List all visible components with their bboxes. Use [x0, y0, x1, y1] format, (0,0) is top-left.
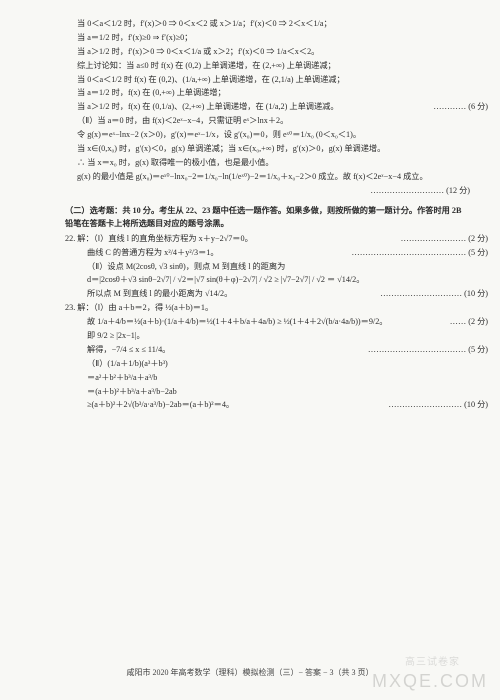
text: ≥(a＋b)²＋2√(b³/a·a³/b)−2ab＝(a＋b)²＝4。: [87, 400, 234, 409]
line: 当 x∈(0,x₀) 时，g′(x)＜0，g(x) 单调递减；当 x∈(x₀,+…: [65, 143, 470, 156]
line: 所以点 M 到直线 l 的最小距离为 √14/2。 ………………………… (10…: [65, 288, 470, 301]
watermark-text: 高三试卷家: [405, 653, 460, 668]
line: （Ⅱ）设点 M(2cosθ, √3 sinθ)，则点 M 到直线 l 的距离为: [65, 261, 470, 274]
watermark-url: MXQE.COM: [372, 671, 488, 692]
line: 令 g(x)＝eˣ−lnx−2 (x＞0)，g′(x)＝eˣ−1/x，设 g′(…: [65, 129, 470, 142]
q23-line: 23. 解：（Ⅰ）由 a＋b＝2，得 ½(a＋b)＝1。: [65, 302, 470, 315]
line: 当 0＜a＜1/2 时 f(x) 在 (0,2)、(1/a,+∞) 上单调递增，…: [65, 74, 470, 87]
line: 当 a＝1/2 时，f′(x)≥0 ⇒ f′(x)≥0；: [65, 32, 470, 45]
formula-line: 故 1/a＋4/b＝½(a＋b)·(1/a＋4/b)＝½(1＋4＋b/a＋4a/…: [65, 316, 470, 329]
score-line: ……………………… (12 分): [65, 185, 470, 198]
line: g(x) 的最小值是 g(x₀)＝eˣ⁰−lnx₀−2＝1/x₀−ln(1/eˣ…: [65, 171, 470, 184]
line: 即 9/2 ≥ |2x−1|。: [65, 330, 470, 343]
text: 22. 解：（Ⅰ）直线 l 的直角坐标方程为 x＋y−2√7＝0。: [65, 234, 253, 243]
score-mark: …… (2 分): [450, 316, 488, 329]
text: 所以点 M 到直线 l 的最小距离为 √14/2。: [87, 289, 232, 298]
line: ＝a²＋b²＋b³/a＋a³/b: [65, 372, 470, 385]
text: 当 a＞1/2 时，f(x) 在 (0,1/a)、(2,+∞) 上单调递增，在 …: [77, 102, 339, 111]
score-mark: ………… (6 分): [433, 101, 488, 114]
score-mark: …………………………………… (5 分): [352, 247, 488, 260]
line: ＝(a＋b)²＋b³/a＋a³/b−2ab: [65, 386, 470, 399]
line: 当 0＜a＜1/2 时，f′(x)＞0 ⇒ 0＜x＜2 或 x＞1/a；f′(x…: [65, 18, 470, 31]
score-mark: ………………………… (10 分): [380, 288, 488, 301]
text: 故 1/a＋4/b＝½(a＋b)·(1/a＋4/b)＝½(1＋4＋b/a＋4a/…: [87, 317, 388, 326]
line: 综上讨论知：当 a≤0 时 f(x) 在 (0,2) 上单调递增，在 (2,+∞…: [65, 60, 470, 73]
score-mark: …………………… (2 分): [401, 233, 488, 246]
text: 曲线 C 的普通方程为 x²/4＋y²/3＝1。: [87, 248, 219, 257]
text: 解得，−7/4 ≤ x ≤ 11/4。: [87, 345, 170, 354]
q22-line: 22. 解：（Ⅰ）直线 l 的直角坐标方程为 x＋y−2√7＝0。 …………………: [65, 233, 470, 246]
line: 曲线 C 的普通方程为 x²/4＋y²/3＝1。 …………………………………… …: [65, 247, 470, 260]
formula-line: d＝|2cosθ＋√3 sinθ−2√7| / √2＝|√7 sin(θ＋φ)−…: [65, 274, 470, 287]
score-mark: ……………………………… (5 分): [368, 344, 488, 357]
line: （Ⅱ）当 a＝0 时，由 f(x)＜2eˣ−x−4，只需证明 eˣ＞lnx＋2。: [65, 115, 470, 128]
line: ≥(a＋b)²＋2√(b³/a·a³/b)−2ab＝(a＋b)²＝4。 ……………: [65, 399, 470, 412]
score-mark: ……………………… (10 分): [388, 399, 488, 412]
line: ∴ 当 x＝x₀ 时，g(x) 取得唯一的极小值，也是最小值。: [65, 157, 470, 170]
line: 当 a＝1/2 时，f(x) 在 (0,+∞) 上单调递增；: [65, 87, 470, 100]
line: 当 a＞1/2 时，f(x) 在 (0,1/a)、(2,+∞) 上单调递增，在 …: [65, 101, 470, 114]
line: （Ⅱ）(1/a＋1/b)(a³＋b³): [65, 358, 470, 371]
section-b-header: （二）选考题：共 10 分。考生从 22、23 题中任选一题作答。如果多做，则按…: [65, 205, 470, 230]
answer-page: 当 0＜a＜1/2 时，f′(x)＞0 ⇒ 0＜x＜2 或 x＞1/a；f′(x…: [0, 0, 500, 423]
line: 解得，−7/4 ≤ x ≤ 11/4。 ……………………………… (5 分): [65, 344, 470, 357]
line: 当 a＞1/2 时，f′(x)＞0 ⇒ 0＜x＜1/a 或 x＞2；f′(x)＜…: [65, 46, 470, 59]
